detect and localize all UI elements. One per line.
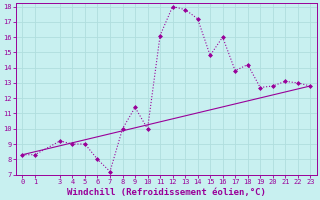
X-axis label: Windchill (Refroidissement éolien,°C): Windchill (Refroidissement éolien,°C)	[67, 188, 266, 197]
